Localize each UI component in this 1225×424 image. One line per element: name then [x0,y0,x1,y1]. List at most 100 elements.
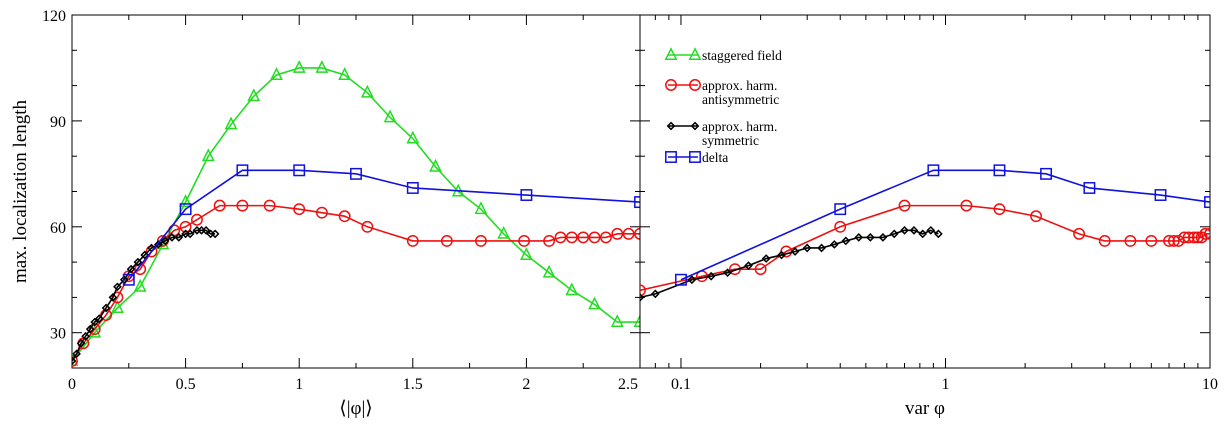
approx-harm-symmetric-point [76,338,86,348]
legend-label: staggered field [702,48,782,63]
y-tick-label: 120 [42,8,66,25]
approx-harm-symmetric-point [174,233,184,242]
approx-harm-antisymmetric-point [1188,231,1200,244]
left-plot-frame [71,14,641,369]
right-y-axis [640,14,1210,369]
approx-harm-symmetric-point [201,225,211,235]
staggered-field-point [270,67,283,80]
staggered-field-point [315,60,329,73]
approx-harm-antisymmetric-point [1199,227,1210,240]
approx-harm-symmetric-point [640,293,645,302]
approx-harm-antisymmetric-point [1145,234,1158,247]
approx-harm-symmetric-point [108,293,118,302]
approx-harm-antisymmetric-point [1124,234,1137,247]
delta-point [1083,182,1096,194]
left-x-tick-label: 1 [295,376,303,393]
approx-harm-symmetric-point [85,324,95,334]
approx-harm-symmetric-line [640,229,939,299]
legend-item-approx-harm-antisymmetric: approx. harm.antisymmetric [665,78,779,107]
delta-point [520,189,533,201]
delta-line [680,169,1210,281]
approx-harm-antisymmetric-point [293,203,306,216]
approx-harm-symmetric-point [153,240,163,249]
staggered-field-point [633,314,640,328]
approx-harm-antisymmetric-point [1098,234,1111,247]
approx-harm-antisymmetric-point [611,227,624,240]
delta-point [350,167,362,180]
approx-harm-symmetric-point [909,225,919,235]
approx-harm-antisymmetric-point [577,231,590,244]
approx-harm-antisymmetric-point [599,231,612,244]
left-x-axis: 0 0.5 1 1.5 2 2.5 ⟨|φ|⟩ [68,15,641,419]
approx-harm-antisymmetric-point [72,354,78,367]
approx-harm-symmetric-point [113,282,122,292]
delta-point [1154,189,1167,201]
approx-harm-symmetric-point [140,250,150,260]
right-x-axis-label: var φ [905,398,945,419]
approx-harm-symmetric-point [101,303,111,313]
delta-point [993,164,1006,177]
left-x-tick-label: 0 [68,376,76,393]
approx-harm-symmetric-point [650,289,660,299]
left-panel: 0 0.5 1 1.5 2 2.5 ⟨|φ|⟩ 30 60 90 120 max. localizat… [10,8,641,419]
approx-harm-symmetric-point [706,271,716,281]
approx-harm-antisymmetric-point [213,199,226,212]
staggered-field-point [360,84,374,98]
approx-harm-symmetric-point [934,229,943,239]
approx-harm-symmetric-point [185,229,195,239]
staggered-field-line [72,67,640,362]
approx-harm-antisymmetric-point [338,210,351,223]
legend-marker [665,151,677,163]
approx-harm-symmetric-point [790,247,800,256]
approx-harm-symmetric-point [90,317,100,327]
staggered-field-point [497,225,511,239]
approx-harm-antisymmetric-point [1204,227,1210,240]
approx-harm-symmetric-point [900,225,909,235]
delta-point [236,164,249,177]
approx-harm-antisymmetric-point [1182,231,1195,244]
approx-harm-symmetric-point [866,233,875,242]
approx-harm-antisymmetric-point [1030,210,1043,223]
legend: staggered field approx. harm.antisymmetri… [664,47,782,165]
left-x-tick-label: 0.5 [176,376,196,393]
approx-harm-antisymmetric-point [440,234,453,247]
approx-harm-antisymmetric-point [236,199,249,212]
legend-item-staggered-field: staggered field [664,47,782,63]
delta-point [179,203,192,216]
approx-harm-symmetric-point [889,229,899,239]
legend-label: antisymmetric [702,92,779,107]
delta-point [675,273,687,286]
approx-harm-symmetric-point [761,254,771,263]
staggered-field-point [292,60,306,73]
approx-harm-antisymmetric-point [263,199,276,212]
approx-harm-antisymmetric-point [543,234,556,247]
approx-harm-antisymmetric-point [361,220,374,233]
approx-harm-symmetric-point [210,229,220,239]
left-x-tick-label: 2 [522,376,530,393]
approx-harm-symmetric-point [687,275,697,285]
approx-harm-antisymmetric-line [640,204,1210,292]
delta-point [1040,167,1053,180]
left-x-tick-label: 2.5 [618,376,638,393]
approx-harm-antisymmetric-point [1073,227,1086,240]
staggered-field-point [179,194,193,208]
approx-harm-symmetric-point [777,250,786,260]
staggered-field-point [201,148,215,162]
y-tick-label: 60 [50,220,66,237]
staggered-field-point [111,300,124,313]
approx-harm-antisymmetric-point [554,231,567,244]
approx-harm-antisymmetric-point [1178,231,1191,244]
approx-harm-symmetric-point [723,268,732,278]
legend-label: delta [702,150,728,165]
right-x-axis: 0.1 1 10 var φ [639,15,1218,419]
staggered-field-point [133,278,147,292]
approx-harm-symmetric-point [744,261,753,270]
approx-harm-antisymmetric-point [993,203,1006,216]
delta-line [128,169,640,281]
staggered-field-point [338,67,352,80]
staggered-field-point [406,130,420,144]
legend-label: symmetric [702,133,759,148]
left-y-axis: 30 60 90 120 max. localization length [10,8,640,369]
approx-harm-symmetric-line [72,229,216,362]
